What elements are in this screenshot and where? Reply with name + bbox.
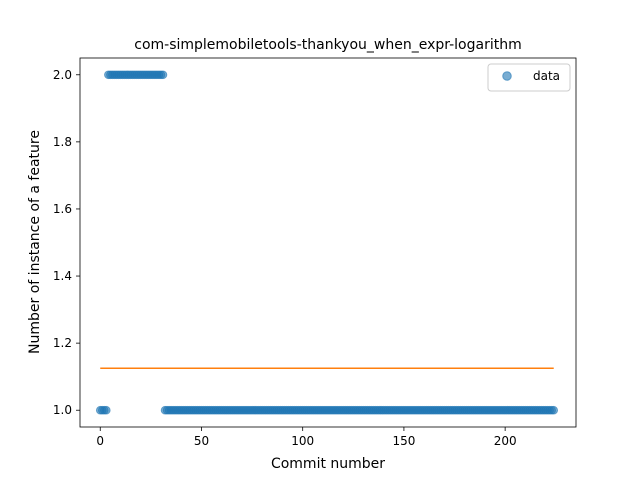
data-point (102, 405, 111, 415)
y-tick-label: 1.2 (53, 336, 72, 350)
x-tick-label: 50 (194, 434, 209, 448)
scatter-series-data (95, 70, 559, 415)
y-tick-label: 1.0 (53, 403, 72, 417)
data-point (549, 405, 559, 415)
x-tick-label: 100 (291, 434, 314, 448)
legend-label-data: data (533, 69, 560, 83)
y-tick-label: 1.4 (53, 269, 72, 283)
y-axis: 1.0 1.2 1.4 1.6 1.8 2.0 (53, 68, 80, 417)
y-axis-label: Number of instance of a feature (27, 130, 43, 354)
legend-marker-data (502, 71, 512, 81)
x-tick-label: 150 (392, 434, 415, 448)
data-point (158, 70, 168, 80)
y-tick-label: 2.0 (53, 68, 72, 82)
axes-frame (79, 57, 577, 428)
legend-box (487, 63, 571, 92)
legend: data (487, 63, 571, 92)
plot-area (95, 70, 559, 415)
y-tick-label: 1.6 (53, 202, 72, 216)
x-axis: 0 50 100 150 200 (96, 427, 517, 448)
x-tick-label: 0 (96, 434, 104, 448)
chart-title: com-simplemobiletools-thankyou_when_expr… (134, 37, 521, 53)
x-axis-label: Commit number (271, 456, 385, 472)
x-tick-label: 200 (494, 434, 517, 448)
y-tick-label: 1.8 (53, 135, 72, 149)
